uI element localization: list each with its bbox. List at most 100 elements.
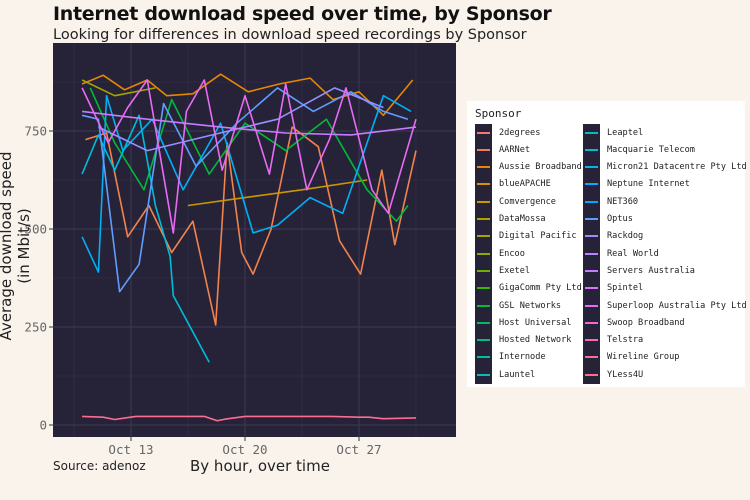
legend-item: Wireline Group bbox=[583, 349, 679, 366]
legend-swatch-icon bbox=[585, 304, 598, 307]
y-tick-label: 750 bbox=[24, 124, 47, 139]
series-line bbox=[81, 94, 412, 273]
legend-label: Neptune Internet bbox=[607, 179, 690, 190]
legend-item: Real World bbox=[583, 245, 659, 262]
legend-label: Aussie Broadband bbox=[499, 162, 582, 173]
legend-swatch-icon bbox=[585, 287, 598, 290]
y-axis-label: Average download speed (in Mbit/s) bbox=[0, 151, 33, 341]
legend-label: YLess4U bbox=[607, 369, 644, 380]
legend-label: Spintel bbox=[607, 283, 644, 294]
legend-item: AARNet bbox=[475, 141, 530, 158]
legend-item: Aussie Broadband bbox=[475, 159, 582, 176]
series-line bbox=[89, 87, 409, 222]
legend-item: YLess4U bbox=[583, 366, 643, 383]
legend-swatch-icon bbox=[585, 373, 598, 376]
legend-item: NET360 bbox=[583, 193, 638, 210]
y-tick-label: 500 bbox=[24, 222, 47, 237]
series-line bbox=[81, 79, 417, 234]
legend-label: Leaptel bbox=[607, 127, 644, 138]
series-line bbox=[98, 87, 384, 152]
series-lines bbox=[81, 73, 417, 422]
legend-label: Rackdog bbox=[607, 231, 644, 242]
legend-item: Leaptel bbox=[583, 124, 643, 141]
legend-swatch-icon bbox=[477, 339, 490, 342]
legend-item: DataMossa bbox=[475, 211, 546, 228]
legend-label: AARNet bbox=[499, 144, 531, 155]
legend-swatch-icon bbox=[585, 218, 598, 220]
chart-title: Internet download speed over time, by Sp… bbox=[53, 3, 552, 25]
legend-item: GSL Networks bbox=[475, 297, 561, 314]
legend-label: Macquarie Telecom bbox=[607, 144, 695, 155]
legend-swatch-icon bbox=[477, 148, 490, 151]
legend-swatch-icon bbox=[585, 252, 598, 255]
legend-item: Digital Pacific bbox=[475, 228, 577, 245]
legend-item: Internode bbox=[475, 349, 546, 366]
legend-label: Optus bbox=[607, 214, 633, 224]
legend-label: Wireline Group bbox=[607, 352, 680, 363]
legend-swatch-icon bbox=[477, 252, 490, 255]
x-tick-label: Oct 13 bbox=[108, 442, 153, 457]
legend-label: Servers Australia bbox=[607, 265, 695, 276]
series-line bbox=[81, 79, 156, 97]
legend-item: Neptune Internet bbox=[583, 176, 690, 193]
legend-item: Micron21 Datacentre Pty Ltd bbox=[583, 159, 747, 176]
legend-label: blueAPACHE bbox=[499, 179, 551, 190]
legend-item: Rackdog bbox=[583, 228, 643, 245]
legend-label: Superloop Australia Pty Ltd bbox=[607, 300, 747, 311]
legend-swatch-icon bbox=[477, 166, 490, 169]
legend-item: Launtel bbox=[475, 366, 535, 383]
legend-swatch-icon bbox=[585, 148, 598, 151]
legend-label: GigaComm Pty Ltd bbox=[499, 283, 582, 294]
legend-swatch-icon bbox=[477, 373, 490, 376]
x-tick-label: Oct 20 bbox=[222, 442, 267, 457]
legend-item: Macquarie Telecom bbox=[583, 141, 695, 158]
series-line bbox=[82, 415, 417, 422]
legend-item: GigaComm Pty Ltd bbox=[475, 280, 582, 297]
legend-swatch-icon bbox=[585, 321, 598, 324]
legend-swatch-icon bbox=[477, 183, 490, 186]
legend-swatch-icon bbox=[585, 200, 598, 203]
legend-label: Telstra bbox=[607, 335, 644, 346]
y-tick-label: 0 bbox=[39, 418, 47, 433]
legend-label: NET360 bbox=[607, 196, 639, 207]
legend-title: Sponsor bbox=[475, 107, 522, 120]
series-line bbox=[85, 126, 417, 326]
legend-label: Hosted Network bbox=[499, 335, 572, 346]
legend-swatch-icon bbox=[477, 200, 490, 203]
chart-subtitle: Looking for differences in download spee… bbox=[53, 27, 527, 43]
legend-item: Telstra bbox=[583, 332, 643, 349]
legend-item: Servers Australia bbox=[583, 262, 695, 279]
legend-swatch-icon bbox=[477, 356, 490, 359]
legend-swatch-icon bbox=[477, 321, 490, 324]
legend-label: Exetel bbox=[499, 265, 531, 276]
legend-label: Micron21 Datacentre Pty Ltd bbox=[607, 162, 747, 173]
legend-item: Host Universal bbox=[475, 314, 571, 331]
legend-item: Superloop Australia Pty Ltd bbox=[583, 297, 747, 314]
legend-item: blueAPACHE bbox=[475, 176, 551, 193]
legend-swatch-icon bbox=[477, 304, 490, 307]
series-line bbox=[81, 73, 414, 117]
legend-label: Swoop Broadband bbox=[607, 317, 685, 328]
legend-swatch-icon bbox=[585, 235, 598, 238]
x-axis-label: By hour, over time bbox=[190, 457, 330, 475]
legend-swatch-icon bbox=[585, 269, 598, 272]
legend-item: Hosted Network bbox=[475, 332, 571, 349]
legend-swatch-icon bbox=[477, 131, 490, 134]
x-tick-label: Oct 27 bbox=[336, 442, 381, 457]
legend-label: Encoo bbox=[499, 248, 525, 259]
legend: Sponsor 2degrees AARNet Aussie Broadband bl… bbox=[467, 101, 747, 387]
legend-swatch-icon bbox=[585, 131, 598, 134]
legend-swatch-icon bbox=[477, 287, 490, 290]
legend-label: Host Universal bbox=[499, 317, 572, 328]
legend-item: Swoop Broadband bbox=[583, 314, 685, 331]
legend-label: 2degrees bbox=[499, 127, 541, 138]
legend-swatch-icon bbox=[477, 269, 490, 272]
legend-label: Launtel bbox=[499, 369, 536, 380]
legend-swatch-icon bbox=[585, 166, 598, 169]
legend-item: Spintel bbox=[583, 280, 643, 297]
legend-swatch-icon bbox=[585, 356, 598, 359]
legend-swatch-icon bbox=[585, 339, 598, 342]
legend-swatch-icon bbox=[585, 183, 598, 186]
legend-label: GSL Networks bbox=[499, 300, 562, 311]
